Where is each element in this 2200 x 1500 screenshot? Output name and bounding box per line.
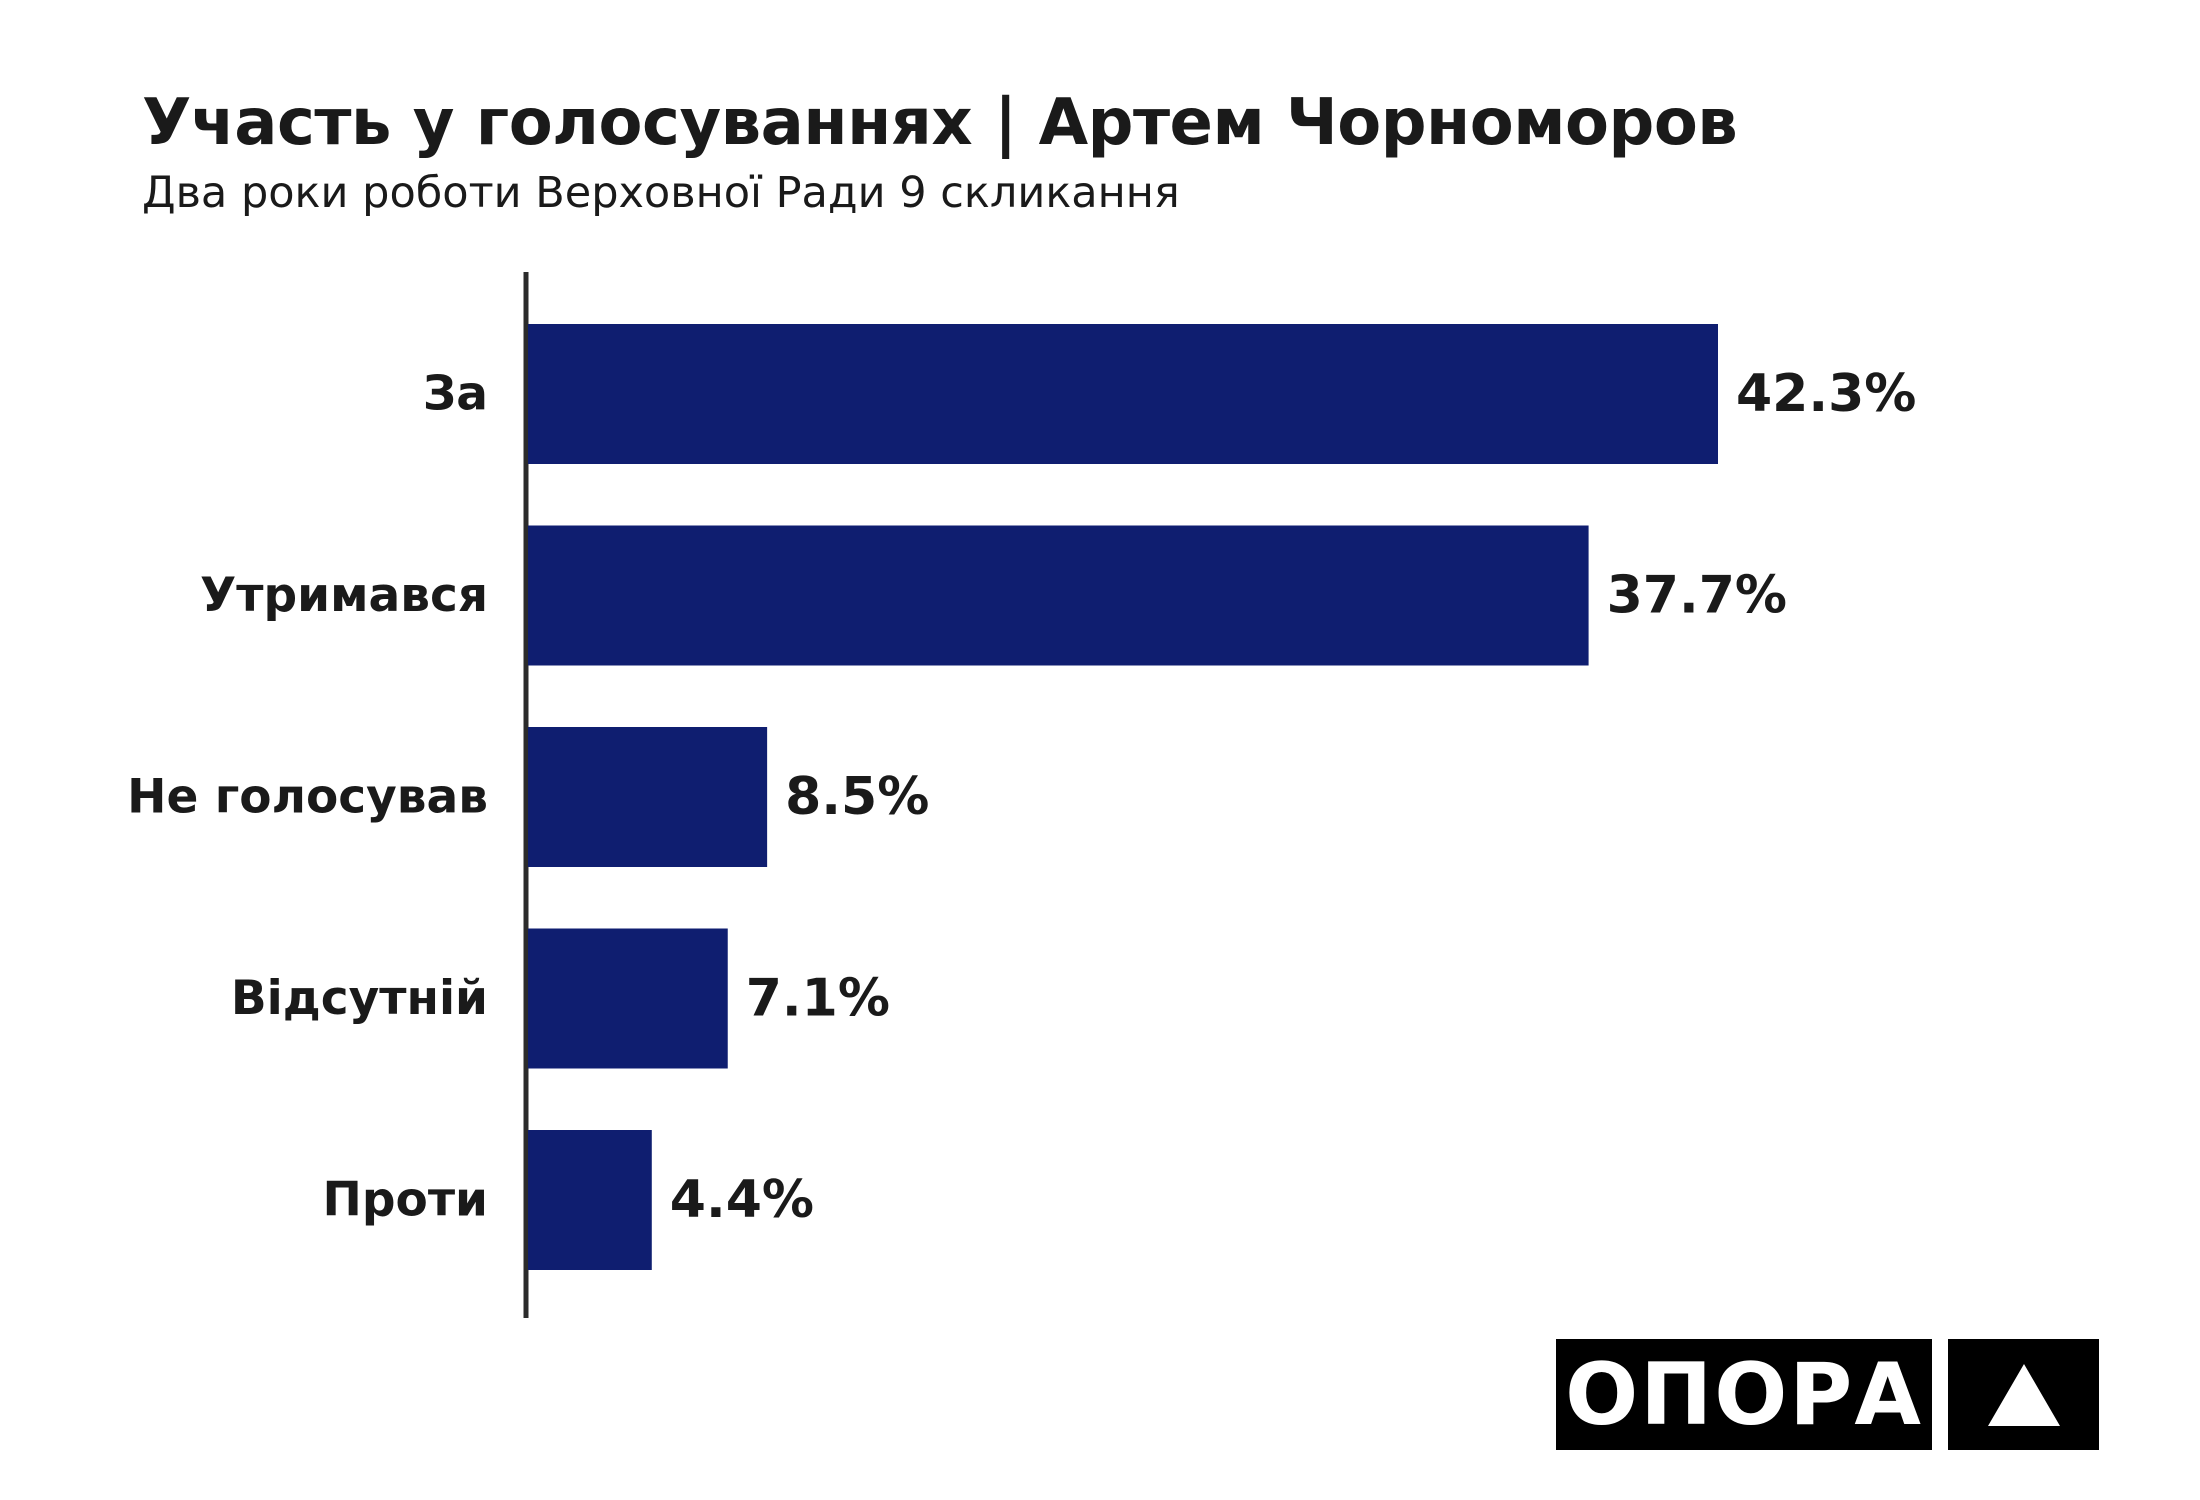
triangle-icon [1987, 1363, 2060, 1426]
value-label-2: 8.5% [785, 767, 929, 827]
bar-3 [528, 928, 728, 1069]
category-label-1: Утримався [200, 568, 488, 623]
category-label-4: Проти [323, 1173, 488, 1228]
value-label-3: 7.1% [746, 969, 890, 1029]
category-label-2: Не голосував [127, 770, 488, 825]
bar-0 [528, 324, 1718, 464]
bar-4 [528, 1130, 652, 1270]
value-label-1: 37.7% [1607, 566, 1787, 626]
value-label-4: 4.4% [670, 1170, 814, 1230]
bars-layer: За 42.3% Утримався 37.7% Не голосував 8.5% Від… [127, 324, 1916, 1270]
category-label-0: За [423, 367, 488, 422]
opora-logo-text: ОПОРА [1565, 1344, 1923, 1445]
bar-1 [528, 525, 1589, 666]
opora-logo-wordmark: ОПОРА [1556, 1339, 1932, 1450]
chart-title: Участь у голосуваннях | Артем Чорноморов [142, 86, 1738, 160]
value-label-0: 42.3% [1736, 364, 1916, 424]
chart-subtitle: Два роки роботи Верховної Ради 9 скликан… [142, 168, 1180, 218]
bar-2 [528, 727, 768, 867]
opora-logo-mark [1948, 1339, 2099, 1450]
category-label-3: Відсутній [231, 971, 488, 1026]
